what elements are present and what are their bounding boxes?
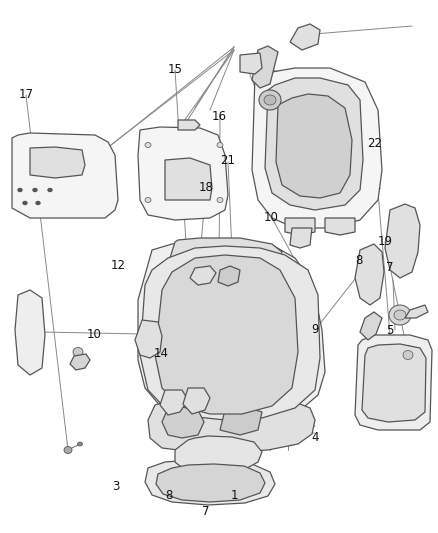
Polygon shape bbox=[183, 388, 210, 414]
Ellipse shape bbox=[389, 305, 411, 325]
Ellipse shape bbox=[217, 142, 223, 148]
Polygon shape bbox=[325, 218, 355, 235]
Polygon shape bbox=[30, 147, 85, 178]
Polygon shape bbox=[195, 354, 220, 378]
Ellipse shape bbox=[145, 142, 151, 148]
Ellipse shape bbox=[33, 189, 37, 191]
Polygon shape bbox=[160, 390, 188, 415]
Text: 18: 18 bbox=[198, 181, 213, 194]
Polygon shape bbox=[285, 218, 315, 235]
Polygon shape bbox=[148, 396, 315, 452]
Ellipse shape bbox=[259, 90, 281, 110]
Ellipse shape bbox=[23, 201, 27, 205]
Text: 8: 8 bbox=[165, 489, 172, 502]
Polygon shape bbox=[12, 133, 118, 218]
Ellipse shape bbox=[394, 310, 406, 320]
Polygon shape bbox=[290, 228, 312, 248]
Polygon shape bbox=[405, 305, 428, 318]
Text: 8: 8 bbox=[356, 254, 363, 266]
Polygon shape bbox=[252, 46, 278, 88]
Text: 4: 4 bbox=[311, 431, 319, 443]
Text: 10: 10 bbox=[264, 211, 279, 224]
Polygon shape bbox=[170, 356, 198, 380]
Ellipse shape bbox=[18, 189, 22, 191]
Ellipse shape bbox=[403, 351, 413, 359]
Text: 17: 17 bbox=[19, 88, 34, 101]
Polygon shape bbox=[240, 53, 262, 74]
Polygon shape bbox=[145, 460, 275, 505]
Ellipse shape bbox=[78, 442, 82, 446]
Ellipse shape bbox=[302, 27, 316, 47]
Text: 10: 10 bbox=[87, 328, 102, 341]
Polygon shape bbox=[170, 238, 282, 274]
Polygon shape bbox=[178, 120, 200, 130]
Polygon shape bbox=[162, 407, 204, 438]
Ellipse shape bbox=[48, 189, 52, 191]
Polygon shape bbox=[290, 24, 320, 50]
Text: 12: 12 bbox=[111, 259, 126, 272]
Text: 7: 7 bbox=[386, 261, 394, 274]
Text: 21: 21 bbox=[220, 155, 235, 167]
Polygon shape bbox=[218, 266, 240, 286]
Ellipse shape bbox=[217, 198, 223, 203]
Text: 19: 19 bbox=[378, 236, 393, 248]
Polygon shape bbox=[138, 127, 228, 220]
Text: 22: 22 bbox=[367, 138, 382, 150]
Polygon shape bbox=[252, 68, 382, 228]
Polygon shape bbox=[362, 344, 426, 422]
Text: 5: 5 bbox=[386, 324, 393, 337]
Text: 3: 3 bbox=[113, 480, 120, 492]
Polygon shape bbox=[220, 406, 262, 435]
Polygon shape bbox=[155, 255, 298, 414]
Polygon shape bbox=[385, 204, 420, 278]
Text: 9: 9 bbox=[311, 323, 319, 336]
Polygon shape bbox=[156, 464, 265, 502]
Text: 15: 15 bbox=[168, 63, 183, 76]
Ellipse shape bbox=[73, 348, 83, 357]
Polygon shape bbox=[265, 78, 363, 210]
Polygon shape bbox=[135, 320, 162, 358]
Polygon shape bbox=[360, 312, 382, 340]
Polygon shape bbox=[138, 240, 325, 422]
Polygon shape bbox=[175, 436, 262, 474]
Ellipse shape bbox=[36, 201, 40, 205]
Text: 7: 7 bbox=[202, 505, 210, 518]
Polygon shape bbox=[355, 335, 432, 430]
Polygon shape bbox=[165, 158, 212, 200]
Text: 16: 16 bbox=[212, 110, 226, 123]
Polygon shape bbox=[190, 266, 216, 285]
Text: 1: 1 bbox=[230, 489, 238, 502]
Polygon shape bbox=[15, 290, 45, 375]
Ellipse shape bbox=[64, 447, 72, 454]
Ellipse shape bbox=[398, 346, 418, 364]
Ellipse shape bbox=[145, 198, 151, 203]
Polygon shape bbox=[276, 94, 352, 198]
Polygon shape bbox=[140, 246, 320, 420]
Polygon shape bbox=[70, 354, 90, 370]
Ellipse shape bbox=[264, 95, 276, 105]
Text: 14: 14 bbox=[154, 348, 169, 360]
Polygon shape bbox=[355, 244, 384, 305]
